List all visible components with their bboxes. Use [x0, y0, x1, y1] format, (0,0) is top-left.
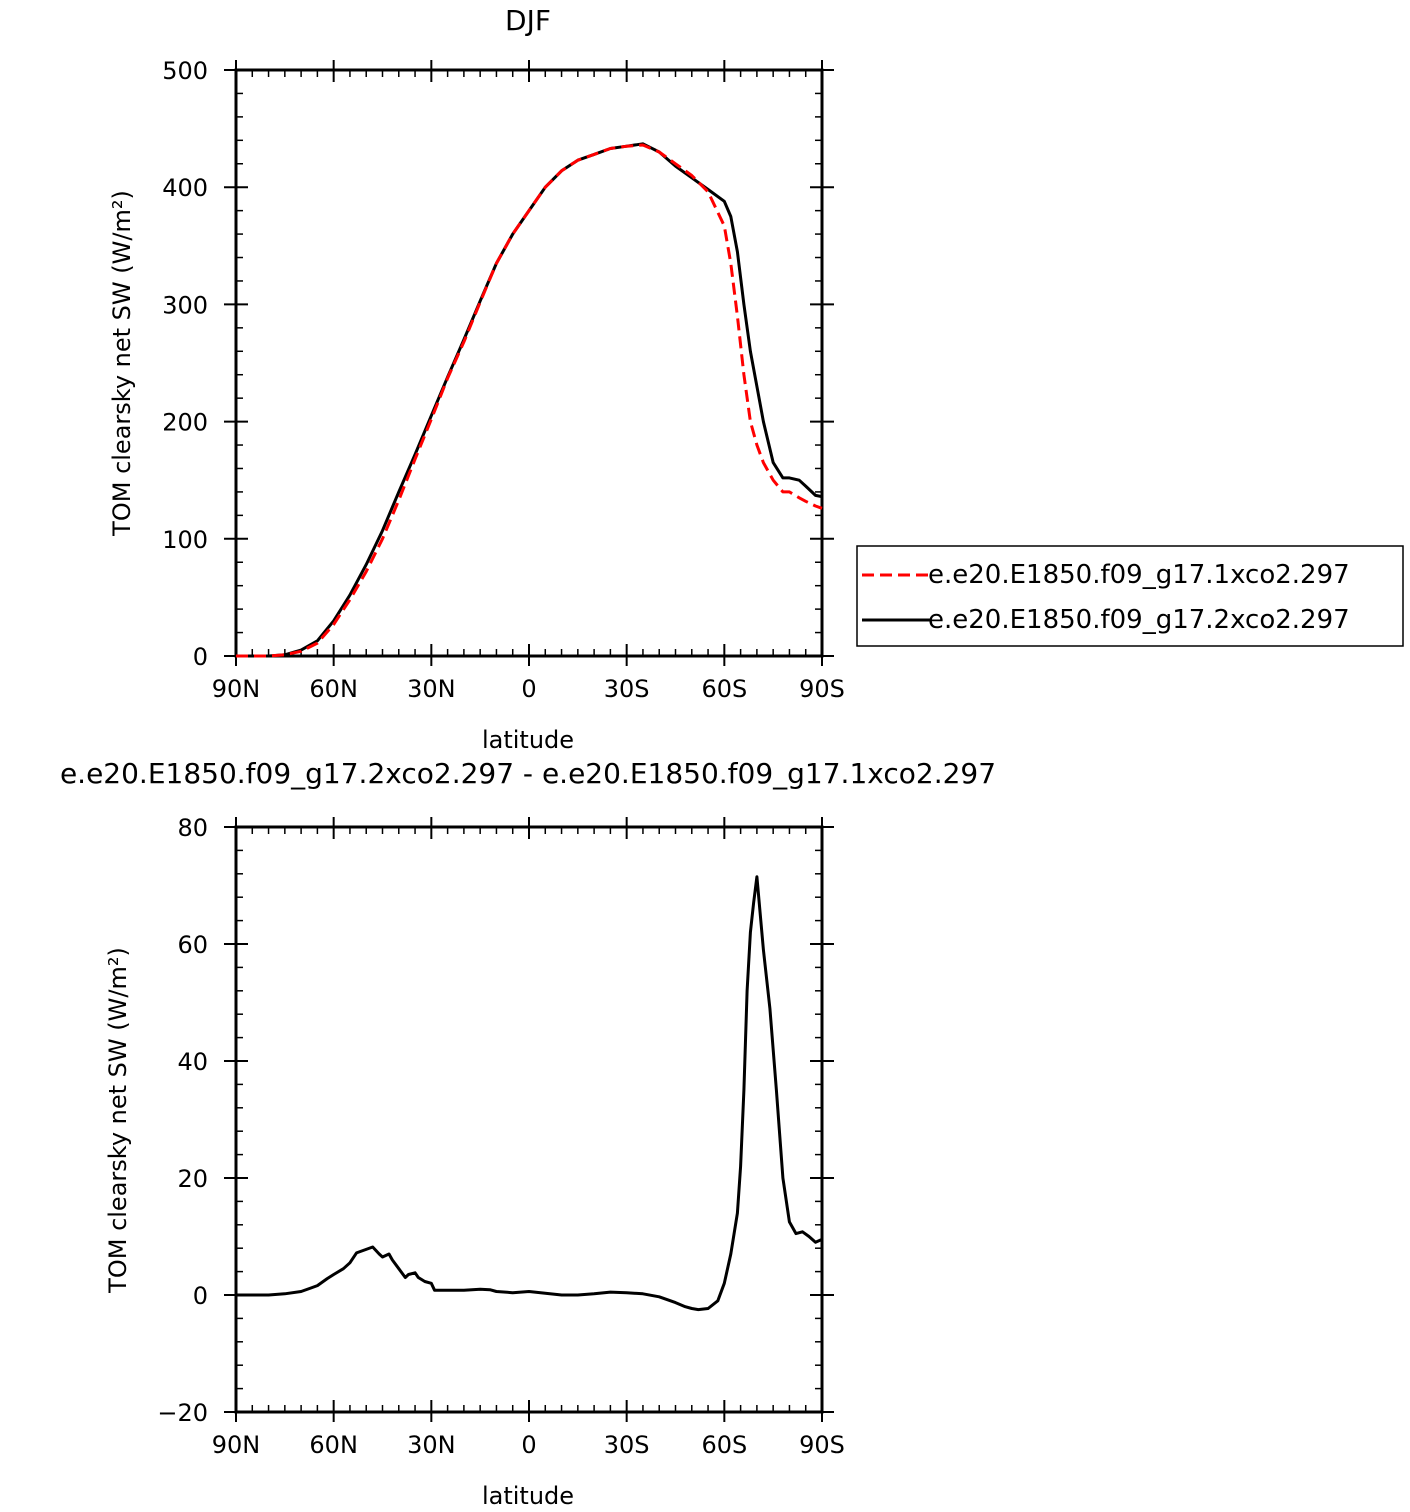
legend-label-1: e.e20.E1850.f09_g17.1xco2.297 — [928, 560, 1350, 590]
bottom-x-tick-label: 30N — [407, 1431, 456, 1459]
bottom-x-tick-label: 60S — [701, 1431, 747, 1459]
top-y-tick-label: 400 — [162, 174, 208, 202]
top-y-tick-label: 100 — [162, 526, 208, 554]
top-x-tick-label: 30N — [407, 675, 456, 703]
bottom-plot-frame — [234, 825, 824, 1414]
bottom-ylabel: TOM clearsky net SW (W/m²) — [104, 947, 132, 1294]
top-series-line-2 — [236, 143, 823, 658]
bottom-y-tick-label: 0 — [193, 1282, 208, 1310]
top-title: DJF — [505, 4, 551, 37]
bottom-y-tick-label: 60 — [177, 931, 208, 959]
bottom-y-tick-label: −20 — [157, 1399, 208, 1427]
top-y-tick-label: 200 — [162, 409, 208, 437]
bottom-lines — [236, 875, 823, 1312]
bottom-x-tick-label: 90S — [799, 1431, 845, 1459]
top-y-tick-label: 300 — [162, 291, 208, 319]
legend-box — [856, 545, 1404, 647]
bottom-y-tick-label: 20 — [177, 1165, 208, 1193]
top-x-tick-label: 90S — [799, 675, 845, 703]
top-series-line-1 — [236, 142, 823, 658]
top-y-tick-label: 0 — [193, 643, 208, 671]
bottom-x-tick-label: 0 — [521, 1431, 536, 1459]
top-x-tick-label: 60N — [309, 675, 358, 703]
top-x-tick-label: 90N — [212, 675, 261, 703]
top-x-tick-label: 30S — [604, 675, 650, 703]
top-ylabel: TOM clearsky net SW (W/m²) — [108, 190, 136, 537]
top-x-tick-label: 0 — [521, 675, 536, 703]
bottom-title: e.e20.E1850.f09_g17.2xco2.297 - e.e20.E1… — [60, 757, 996, 790]
bottom-series-line-1 — [236, 875, 823, 1312]
top-x-tick-label: 60S — [701, 675, 747, 703]
top-y-tick-label: 500 — [162, 57, 208, 85]
bottom-y-tick-label: 40 — [177, 1048, 208, 1076]
bottom-axes: 90N 60N 30N 0 30S 60S 90S −20 0 20 40 60 80 — [157, 814, 845, 1459]
bottom-x-tick-label: 60N — [309, 1431, 358, 1459]
top-axes: 90N 60N 30N 0 30S 60S 90S 0 100 200 300 400 500 — [162, 57, 845, 703]
top-xlabel: latitude — [482, 726, 574, 754]
top-plot-frame — [234, 68, 824, 658]
panel-bottom: e.e20.E1850.f09_g17.2xco2.297 - e.e20.E1… — [60, 757, 996, 1510]
legend-label-2: e.e20.E1850.f09_g17.2xco2.297 — [928, 605, 1350, 635]
top-lines — [236, 142, 823, 658]
bottom-xlabel: latitude — [482, 1482, 574, 1510]
panel-top: DJF 90N 60N 30N 0 30S 60S 90S0100200300400500 … — [108, 4, 1404, 754]
bottom-x-tick-label: 90N — [212, 1431, 261, 1459]
bottom-x-tick-label: 30S — [604, 1431, 650, 1459]
bottom-y-tick-label: 80 — [177, 814, 208, 842]
legend: e.e20.E1850.f09_g17.1xco2.297 e.e20.E185… — [856, 545, 1404, 647]
